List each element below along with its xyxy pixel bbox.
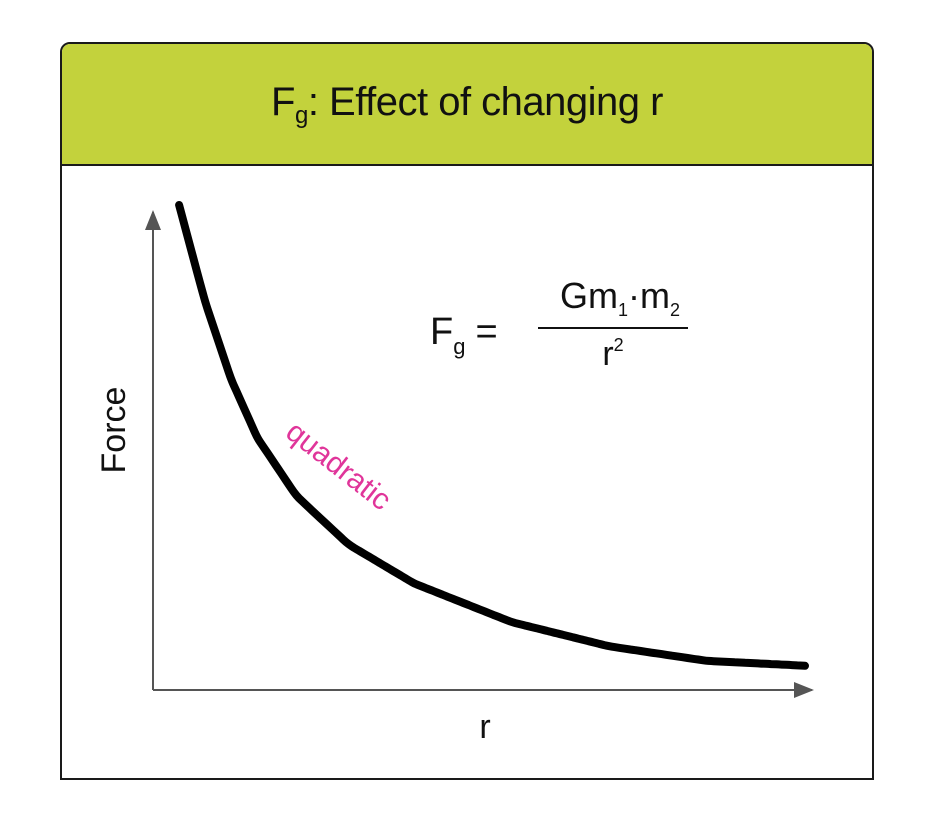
formula-lhs: Fg = (430, 311, 498, 360)
title-bar: Fg: Effect of changing r (62, 44, 872, 166)
title-rest: : Effect of changing r (307, 80, 664, 124)
diagram-card: Fg: Effect of changing r (60, 42, 874, 780)
y-axis-label: Force (95, 386, 133, 474)
title-subscript: g (294, 102, 308, 129)
formula-denominator: r2 (538, 335, 688, 374)
formula-lhs-main: F (430, 311, 454, 353)
fraction-bar (538, 327, 688, 329)
formula-num-sub1: 1 (617, 300, 628, 320)
page-title: Fg: Effect of changing r (62, 80, 872, 130)
formula-num-sub2: 2 (669, 300, 680, 320)
formula-numerator: Gm1·m2 (542, 275, 698, 321)
x-axis-label: r (479, 708, 491, 746)
title-main: F (271, 80, 295, 124)
formula-den-sup: 2 (613, 335, 624, 355)
formula-equals: = (475, 311, 498, 353)
formula-num-a: Gm (559, 275, 618, 316)
formula-num-dot: ·m (628, 275, 670, 316)
formula-den-main: r (602, 335, 614, 373)
inverse-square-curve (175, 201, 809, 670)
formula-lhs-sub: g (453, 334, 466, 359)
